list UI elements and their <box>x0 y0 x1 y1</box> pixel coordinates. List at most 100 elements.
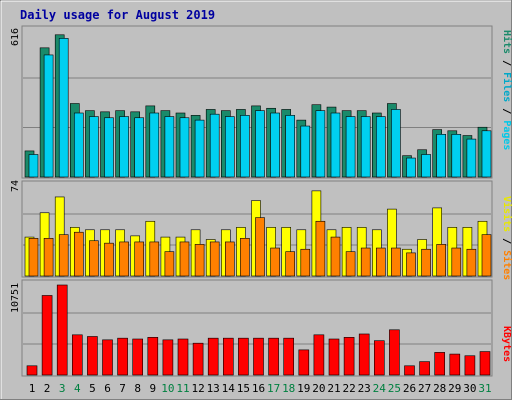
x-tick-label: 29 <box>448 382 461 395</box>
legend-middle: Visits / Sites <box>501 196 512 280</box>
bar-files-day-22 <box>345 116 356 178</box>
x-tick-label: 4 <box>74 382 81 395</box>
bar-kbytes-day-29 <box>449 353 461 376</box>
bar-kbytes-day-30 <box>464 355 476 376</box>
x-tick-label: 11 <box>176 382 189 395</box>
bar-kbytes-day-26 <box>404 365 415 376</box>
bar-kbytes-day-3 <box>56 284 68 376</box>
x-tick-label: 13 <box>207 382 220 395</box>
bar-kbytes-day-20 <box>313 334 325 376</box>
bar-files-day-2 <box>43 54 54 178</box>
bar-kbytes-day-24 <box>373 340 385 376</box>
bar-sites-day-29 <box>451 247 462 277</box>
bar-files-day-7 <box>119 116 129 178</box>
x-tick-label: 10 <box>161 382 174 395</box>
bar-files-day-20 <box>315 110 326 178</box>
legend-pages: Pages <box>501 120 512 150</box>
x-tick-label: 2 <box>44 382 51 395</box>
bar-sites-day-15 <box>240 237 250 277</box>
middle-ymax-label: 74 <box>10 180 21 192</box>
bar-files-day-4 <box>74 112 84 178</box>
bar-files-day-31 <box>481 130 492 178</box>
bar-files-day-25 <box>391 109 401 178</box>
x-tick-label: 9 <box>149 382 156 395</box>
bar-sites-day-6 <box>104 242 114 277</box>
bar-kbytes-day-9 <box>147 337 159 376</box>
bar-files-day-11 <box>179 117 190 178</box>
bar-sites-day-13 <box>209 241 220 277</box>
bar-kbytes-day-27 <box>419 361 430 376</box>
bar-kbytes-day-4 <box>72 334 83 376</box>
bar-kbytes-day-10 <box>162 339 174 376</box>
top-ymax-label: 616 <box>10 28 21 46</box>
bar-kbytes-day-5 <box>87 336 98 376</box>
legend-sep-3: / <box>501 232 512 250</box>
legend-sep-2: / <box>501 102 512 120</box>
bar-kbytes-day-2 <box>41 295 53 376</box>
x-tick-label: 3 <box>59 382 66 395</box>
bar-sites-day-20 <box>315 220 326 277</box>
x-tick-label: 27 <box>418 382 431 395</box>
bar-files-day-12 <box>194 119 205 178</box>
bar-sites-day-23 <box>360 247 371 277</box>
bar-files-day-8 <box>134 117 144 178</box>
bar-kbytes-day-14 <box>223 337 234 376</box>
x-tick-label: 23 <box>358 382 371 395</box>
x-tick-label: 28 <box>433 382 446 395</box>
x-tick-label: 6 <box>104 382 111 395</box>
legend-files: Files <box>501 72 512 102</box>
x-tick-label: 12 <box>191 382 204 395</box>
x-tick-label: 8 <box>134 382 141 395</box>
x-tick-label: 31 <box>478 382 491 395</box>
legend-top: Hits / Files / Pages <box>501 30 512 150</box>
bar-sites-day-2 <box>43 237 54 277</box>
chart-title: Daily usage for August 2019 <box>20 8 215 22</box>
bar-kbytes-day-7 <box>117 337 128 376</box>
x-tick-label: 20 <box>312 382 325 395</box>
x-tick-label: 1 <box>29 382 36 395</box>
bar-files-day-23 <box>360 116 371 178</box>
bar-kbytes-day-18 <box>283 337 295 376</box>
legend-bottom: KBytes <box>501 326 512 362</box>
x-tick-label: 24 <box>373 382 387 395</box>
x-tick-label: 15 <box>237 382 250 395</box>
bar-sites-day-27 <box>421 248 431 277</box>
bar-kbytes-day-12 <box>192 342 204 376</box>
bar-files-day-9 <box>149 112 160 178</box>
bar-sites-day-14 <box>225 241 235 277</box>
bar-sites-day-10 <box>164 251 175 277</box>
bar-files-day-19 <box>300 125 311 178</box>
legend-kbytes: KBytes <box>501 326 512 362</box>
x-tick-label: 14 <box>222 382 236 395</box>
bar-kbytes-day-21 <box>328 338 340 376</box>
x-tick-label: 17 <box>267 382 280 395</box>
bar-kbytes-day-19 <box>298 349 310 376</box>
x-tick-label: 18 <box>282 382 295 395</box>
bar-files-day-17 <box>270 112 280 178</box>
bar-kbytes-day-15 <box>238 337 249 376</box>
bar-kbytes-day-22 <box>343 337 355 376</box>
bar-sites-day-1 <box>28 237 39 277</box>
bar-files-day-26 <box>406 157 416 178</box>
bar-files-day-28 <box>436 134 447 178</box>
bar-sites-day-12 <box>194 244 205 277</box>
bar-sites-day-3 <box>58 234 69 277</box>
chart-marks <box>23 34 492 376</box>
bar-files-day-15 <box>240 115 250 178</box>
bar-sites-day-18 <box>285 251 296 277</box>
bar-sites-day-17 <box>270 247 280 277</box>
x-tick-label: 7 <box>119 382 126 395</box>
bar-files-day-6 <box>104 117 114 178</box>
bar-files-day-18 <box>285 115 296 178</box>
legend-visits: Visits <box>501 196 512 232</box>
bar-kbytes-day-17 <box>268 337 279 376</box>
bar-sites-day-24 <box>375 247 386 277</box>
bar-files-day-5 <box>89 116 99 178</box>
x-tick-label: 30 <box>463 382 476 395</box>
bar-kbytes-day-1 <box>26 365 38 376</box>
x-tick-label: 25 <box>388 382 401 395</box>
bar-sites-day-5 <box>89 240 99 277</box>
x-tick-label: 19 <box>297 382 310 395</box>
bar-files-day-10 <box>164 116 175 178</box>
